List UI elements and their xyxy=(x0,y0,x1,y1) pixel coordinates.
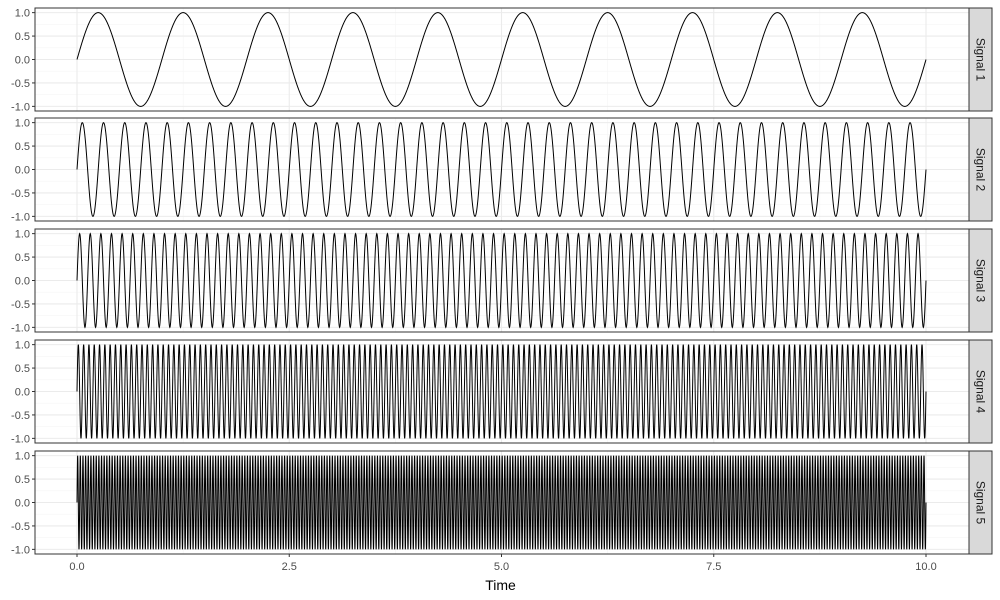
signal-line xyxy=(76,12,927,107)
y-tick-label: -0.5 xyxy=(11,299,30,311)
x-axis: 0.0 2.5 5.0 7.5 10.0 xyxy=(69,554,937,573)
facet-strip-label: Signal 4 xyxy=(974,370,988,414)
y-tick-label: -0.5 xyxy=(11,188,30,200)
y-tick-label: -0.5 xyxy=(11,521,30,533)
facet-strip xyxy=(968,450,993,555)
y-tick-label: 1.0 xyxy=(15,451,30,463)
y-tick-label: 0.5 xyxy=(15,252,30,264)
y-tick-label: 0.0 xyxy=(15,387,30,399)
y-tick-label: 1.0 xyxy=(15,340,30,352)
y-tick-label: 1.0 xyxy=(15,229,30,241)
y-tick-label: -1.0 xyxy=(11,322,30,334)
y-tick-label: 0.5 xyxy=(15,141,30,153)
facet-strip xyxy=(968,7,993,112)
x-tick-label: 0.0 xyxy=(69,561,84,573)
facet-strip xyxy=(968,228,993,333)
x-tick-label: 10.0 xyxy=(915,561,936,573)
x-tick-label: 5.0 xyxy=(494,561,509,573)
facet-strip-label: Signal 1 xyxy=(974,38,988,82)
signal-line xyxy=(76,455,927,550)
facet-strip xyxy=(968,339,993,444)
y-tick-label: -1.0 xyxy=(11,101,30,113)
facet-panel: 1.0 0.5 0.0 -0.5 -1.0 Signal 1 xyxy=(11,7,993,113)
x-axis-title: Time xyxy=(485,577,516,593)
facet-panels: 1.0 0.5 0.0 -0.5 -1.0 Signal 1 1.0 0.5 0.0 -0.5 -1… xyxy=(11,7,993,556)
y-tick-label: -1.0 xyxy=(11,211,30,223)
y-tick-label: 0.0 xyxy=(15,55,30,67)
facet-panel: 1.0 0.5 0.0 -0.5 -1.0 Signal 2 xyxy=(11,117,993,223)
signal-line xyxy=(76,344,927,439)
signal-line xyxy=(76,232,927,329)
x-tick-label: 2.5 xyxy=(282,561,297,573)
y-tick-label: 0.0 xyxy=(15,165,30,177)
y-tick-label: -0.5 xyxy=(11,78,30,90)
signal-line xyxy=(76,122,927,217)
facet-panel: 1.0 0.5 0.0 -0.5 -1.0 Signal 5 xyxy=(11,450,993,556)
facet-strip-label: Signal 3 xyxy=(974,259,988,303)
y-tick-label: -0.5 xyxy=(11,410,30,422)
facet-strip-label: Signal 2 xyxy=(974,148,988,192)
y-tick-label: -1.0 xyxy=(11,544,30,556)
facet-panel: 1.0 0.5 0.0 -0.5 -1.0 Signal 3 xyxy=(11,228,993,334)
y-tick-label: 0.5 xyxy=(15,363,30,375)
x-tick-label: 7.5 xyxy=(706,561,721,573)
facet-panel: 1.0 0.5 0.0 -0.5 -1.0 Signal 4 xyxy=(11,339,993,445)
y-tick-label: 0.0 xyxy=(15,498,30,510)
y-tick-label: 1.0 xyxy=(15,118,30,130)
facet-strip-label: Signal 5 xyxy=(974,481,988,525)
facet-strip xyxy=(968,117,993,222)
y-tick-label: 0.5 xyxy=(15,474,30,486)
y-tick-label: 1.0 xyxy=(15,8,30,20)
y-tick-label: 0.5 xyxy=(15,31,30,43)
y-tick-label: 0.0 xyxy=(15,276,30,288)
y-tick-label: -1.0 xyxy=(11,433,30,445)
